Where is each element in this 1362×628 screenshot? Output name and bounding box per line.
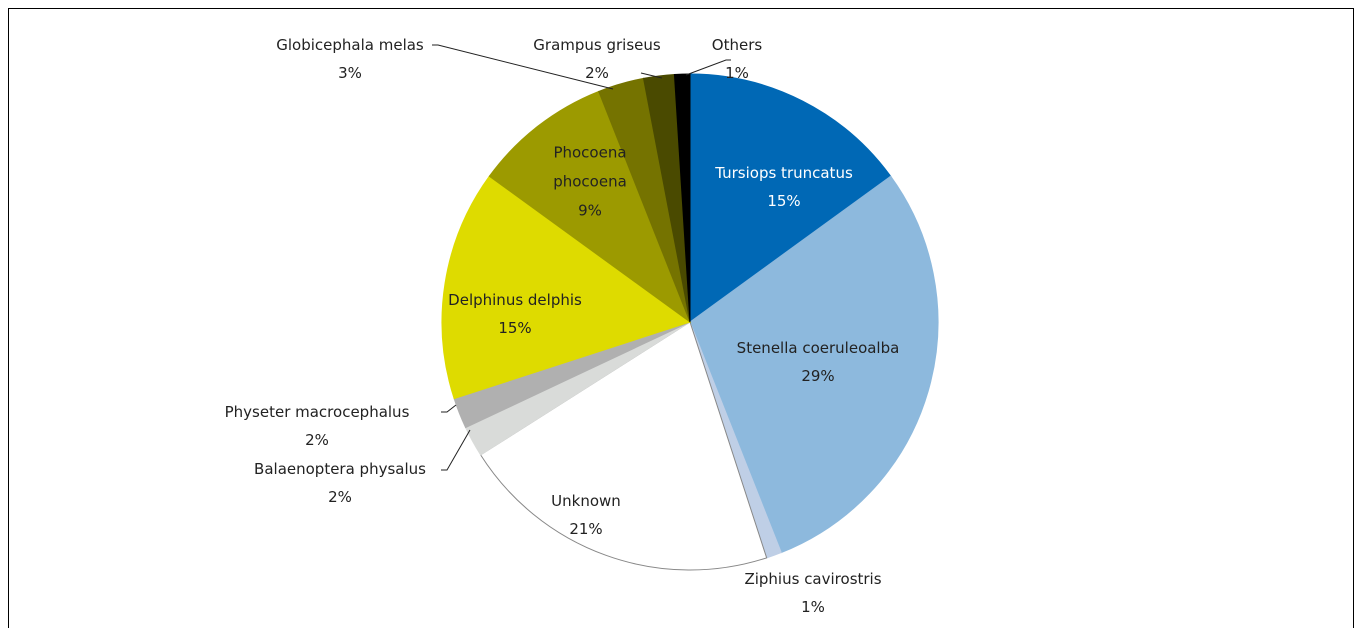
- data-label: Unknown 21%: [551, 487, 621, 543]
- data-label: Others 1%: [712, 31, 762, 87]
- slice-value: 15%: [498, 319, 532, 337]
- slice-name: Tursiops truncatus: [715, 164, 853, 182]
- pie-slice: [441, 175, 692, 400]
- slice-name: Physeter macrocephalus: [224, 403, 410, 421]
- slice-value: 15%: [767, 192, 801, 210]
- slice-name: Grampus griseus: [533, 36, 661, 54]
- data-label: Balaenoptera physalus 2%: [254, 455, 426, 511]
- slice-name: Unknown: [551, 492, 621, 510]
- pie-slice: [689, 73, 892, 323]
- slice-value: 1%: [801, 598, 825, 616]
- pie-slice: [479, 321, 768, 571]
- data-label: Physeter macrocephalus 2%: [225, 398, 410, 454]
- pie-slice: [689, 175, 939, 554]
- slice-name: Balaenoptera physalus: [254, 460, 426, 478]
- leader-line: [441, 429, 471, 471]
- slice-value: 1%: [725, 64, 749, 82]
- leader-line: [640, 72, 663, 79]
- slice-name: Delphinus delphis: [448, 291, 582, 309]
- slice-name: Ziphius cavirostris: [744, 570, 882, 588]
- slice-value: 29%: [801, 367, 835, 385]
- slice-value: 3%: [338, 64, 362, 82]
- data-label: Globicephala melas 3%: [276, 31, 424, 87]
- data-label: Grampus griseus 2%: [533, 31, 660, 87]
- data-label: Delphinus delphis 15%: [448, 286, 582, 342]
- data-label: Tursiops truncatus 15%: [715, 159, 853, 215]
- frame: [8, 8, 1354, 628]
- data-label: Ziphius cavirostris 1%: [744, 565, 881, 621]
- leader-line: [432, 44, 614, 90]
- data-label: Stenella coeruleoalba 29%: [737, 334, 900, 390]
- slice-value: 2%: [585, 64, 609, 82]
- slice-name: Globicephala melas: [276, 36, 424, 54]
- slice-value: 2%: [305, 431, 329, 449]
- slice-name: Phocoena phocoena: [553, 143, 627, 191]
- slice-value: 9%: [578, 201, 602, 220]
- data-label: Phocoena phocoena 9%: [545, 139, 635, 226]
- slice-value: 2%: [328, 488, 352, 506]
- pie-slice: [488, 90, 692, 324]
- slice-value: 21%: [569, 520, 603, 538]
- leader-line: [441, 404, 457, 413]
- leader-line: [685, 59, 731, 76]
- slice-name: Stenella coeruleoalba: [736, 339, 900, 357]
- slice-name: Others: [711, 36, 763, 54]
